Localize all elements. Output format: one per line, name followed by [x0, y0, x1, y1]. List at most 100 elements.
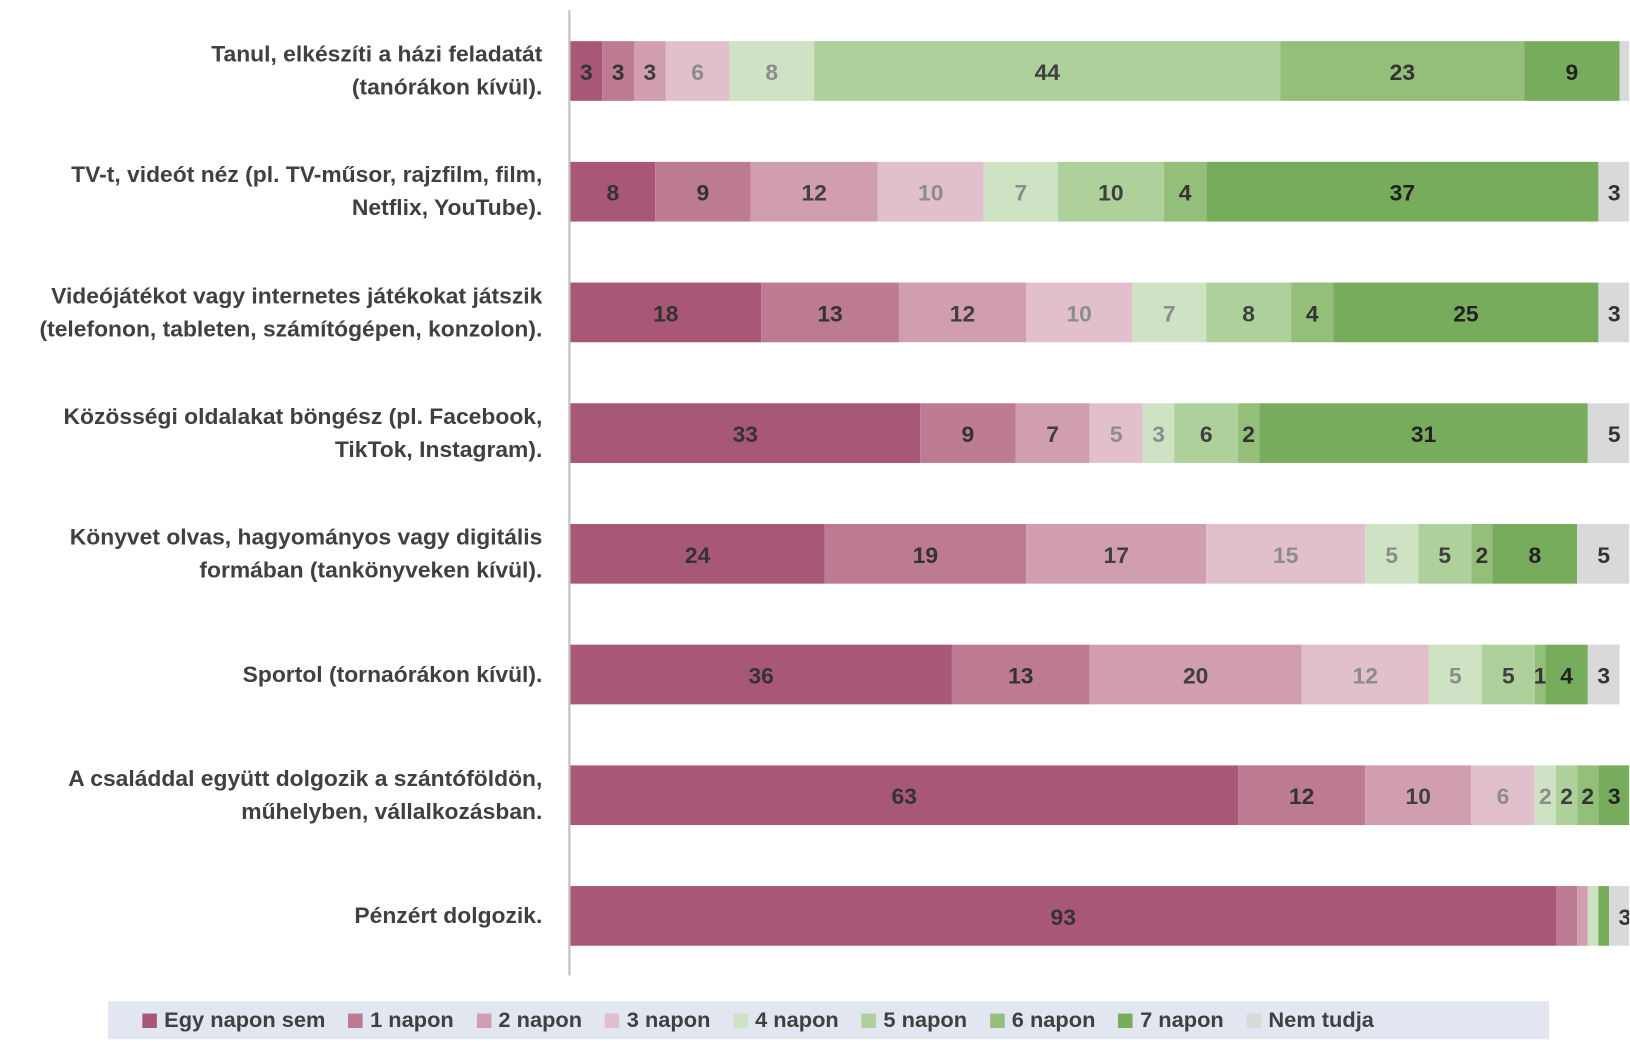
bar-segment — [1142, 403, 1175, 463]
bar-segment — [570, 41, 603, 101]
legend: Egy napon sem 1 napon 2 napon 3 napon 4 napo… — [108, 1001, 1550, 1040]
data-label: 7 — [1014, 180, 1027, 206]
data-label: 12 — [801, 180, 826, 206]
data-label: 3 — [612, 59, 625, 85]
legend-label: 4 napon — [755, 1007, 839, 1032]
legend-swatch — [348, 1013, 363, 1028]
data-label: 8 — [1528, 542, 1541, 568]
data-label: 13 — [1008, 663, 1033, 689]
bar-segment — [1598, 282, 1630, 343]
legend-swatch — [733, 1013, 748, 1028]
bar-segment — [1524, 41, 1620, 101]
data-label: 10 — [1098, 180, 1123, 206]
data-label: 7 — [1046, 421, 1059, 447]
bar-segment — [1089, 644, 1302, 705]
bar-segment — [1534, 644, 1546, 705]
data-label: 8 — [606, 180, 619, 206]
bar-segment — [1026, 523, 1207, 584]
legend-item: 3 napon — [604, 1008, 710, 1033]
category-label: Pénzért dolgozik. — [354, 902, 543, 929]
bar-segment — [1418, 523, 1472, 584]
bar-segment — [877, 161, 984, 222]
bars: 3336844239389121071043731813121078425333… — [570, 41, 1630, 946]
legend-swatch — [476, 1013, 492, 1028]
data-label: 2 — [1475, 542, 1488, 568]
bar-segment — [1598, 765, 1630, 826]
bar-segment — [1587, 886, 1599, 946]
bar-segment — [824, 523, 1027, 584]
data-label: 17 — [1103, 542, 1128, 568]
bar-segment — [750, 161, 878, 222]
data-label: 2 — [1242, 421, 1255, 447]
bar-segment — [1428, 644, 1482, 705]
data-label: 6 — [1497, 783, 1510, 809]
legend-swatch — [1246, 1013, 1262, 1028]
bar-segment — [602, 41, 634, 101]
bar-segment — [1206, 523, 1366, 584]
bar-segment — [1238, 765, 1366, 826]
bar-segment — [1556, 886, 1578, 946]
data-label: 8 — [765, 59, 778, 85]
bar-segment — [1206, 161, 1599, 222]
legend-label: 2 napon — [498, 1007, 583, 1032]
data-label: 5 — [1449, 663, 1462, 689]
bar-segment — [1291, 282, 1334, 343]
legend-label: 5 napon — [883, 1007, 968, 1032]
data-label: 18 — [653, 300, 678, 326]
data-label: 5 — [1438, 542, 1451, 568]
data-label: 3 — [580, 59, 593, 85]
bar-segment — [1333, 282, 1599, 343]
bar-segment — [1026, 282, 1133, 343]
category-label: Sportol (tornaórákon kívül). — [242, 661, 543, 687]
legend-label: 1 napon — [370, 1007, 454, 1032]
bar-segment — [1163, 161, 1207, 222]
bar-segment — [729, 41, 815, 101]
legend-swatch — [1118, 1013, 1133, 1028]
bar-segment — [570, 161, 656, 222]
data-label: 4 — [1560, 663, 1573, 689]
data-label: 7 — [1163, 300, 1176, 326]
bar-segment — [570, 403, 921, 463]
data-label: 10 — [1406, 783, 1431, 809]
bar-segment — [761, 282, 899, 343]
bar-segment — [665, 41, 730, 101]
bar-segment — [1089, 403, 1143, 463]
bar-segment — [1556, 765, 1578, 826]
data-label: 5 — [1597, 542, 1610, 568]
data-label: 4 — [1306, 300, 1319, 326]
data-label: 3 — [1597, 663, 1610, 689]
data-label: 5 — [1385, 542, 1398, 568]
data-label: 36 — [748, 663, 773, 689]
data-label: 24 — [685, 542, 711, 568]
category-label: Tanul, elkészíti a házi feladatát (tanór… — [211, 41, 543, 100]
data-label: 25 — [1453, 300, 1479, 326]
data-label: 3 — [1608, 783, 1621, 809]
bar-segment — [920, 403, 1016, 463]
data-label: 44 — [1035, 59, 1061, 85]
data-label: 63 — [892, 783, 917, 809]
bar-segment — [1598, 161, 1630, 222]
bar-segment — [1608, 886, 1630, 946]
bar-segment — [570, 523, 825, 584]
legend-item: 1 napon — [348, 1007, 454, 1033]
data-label: 23 — [1390, 59, 1415, 85]
data-label: 10 — [1066, 300, 1091, 326]
data-label: 33 — [733, 421, 758, 447]
legend-label: Egy napon sem — [164, 1007, 326, 1032]
data-label: 9 — [1566, 59, 1579, 85]
legend-swatch — [861, 1013, 877, 1028]
data-label: 8 — [1242, 300, 1255, 326]
bar-segment — [1534, 765, 1557, 826]
bar-segment — [1481, 644, 1535, 705]
category-label: Könyvet olvas, hagyományos vagy digitáli… — [69, 523, 543, 583]
data-label: 19 — [913, 542, 938, 568]
bar-segment — [1365, 523, 1419, 584]
data-label: 2 — [1581, 783, 1594, 809]
bar-segment — [633, 41, 666, 101]
bar-segment — [951, 644, 1090, 705]
data-label: 5 — [1110, 421, 1123, 447]
legend-item: Nem tudja — [1246, 1008, 1374, 1033]
bar-segment — [1471, 523, 1493, 584]
legend-item: 4 napon — [733, 1007, 839, 1033]
